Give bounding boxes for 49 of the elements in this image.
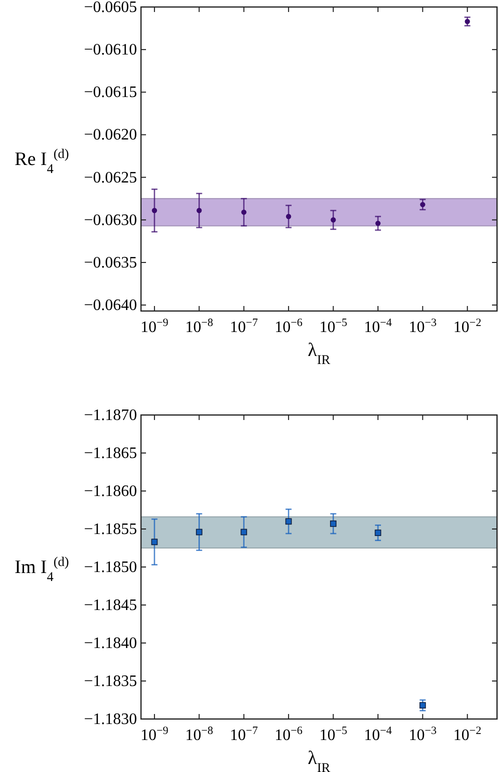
y-tick-label: −1.1860 <box>84 483 137 500</box>
y-tick-label: −0.0630 <box>84 212 137 229</box>
y-tick-label: −0.0615 <box>84 84 137 102</box>
x-tick-label: 10$^{−7}$ <box>230 317 258 336</box>
y-tick-label: −1.1870 <box>84 407 137 424</box>
point <box>420 202 426 208</box>
x-tick-label: 10$^{−4}$ <box>364 725 392 744</box>
y-tick-label: −0.0620 <box>84 126 137 144</box>
point <box>151 538 158 546</box>
y-tick-label: −1.1840 <box>84 635 137 652</box>
y-tick-label: −1.1830 <box>84 711 137 728</box>
point <box>240 528 248 536</box>
y-tick-label: −1.1835 <box>84 673 137 690</box>
y-tick-label: −0.0635 <box>84 254 137 272</box>
point <box>286 214 292 220</box>
y-tick-label: −0.0625 <box>84 169 137 186</box>
y-tick-label: −0.0640 <box>84 297 137 314</box>
point <box>241 210 246 215</box>
x-tick-label: 10$^{−2}$ <box>453 725 482 744</box>
point <box>152 208 158 214</box>
x-axis-title: λ$_{IR}$ <box>308 340 330 366</box>
point <box>285 518 292 525</box>
point <box>419 702 426 709</box>
x-tick-label: 10$^{−5}$ <box>319 725 348 744</box>
y-tick-label: −0.0605 <box>84 0 137 16</box>
point <box>196 208 202 214</box>
x-tick-label: 10$^{−9}$ <box>140 725 169 744</box>
x-tick-label: 10$^{−8}$ <box>185 317 214 336</box>
point <box>330 520 336 527</box>
x-tick-label: 10$^{−4}$ <box>364 317 392 336</box>
x-tick-label: 10$^{−8}$ <box>185 725 214 744</box>
y-tick-label: −1.1855 <box>84 521 137 538</box>
y-tick-label: −1.1865 <box>84 445 137 462</box>
point <box>330 217 336 222</box>
y-tick-label: −1.1845 <box>84 597 137 614</box>
x-tick-label: 10$^{−7}$ <box>230 725 258 744</box>
x-tick-label: 10$^{−6}$ <box>274 317 303 336</box>
x-tick-label: 10$^{−6}$ <box>274 725 303 744</box>
x-tick-label: 10$^{−3}$ <box>408 725 438 744</box>
x-tick-label: 10$^{−2}$ <box>453 317 482 336</box>
point <box>196 528 202 536</box>
point <box>375 220 381 226</box>
x-tick-label: 10$^{−9}$ <box>140 317 169 336</box>
point <box>374 530 382 536</box>
x-tick-label: 10$^{−5}$ <box>319 317 348 336</box>
x-axis-title: λ$_{IR}$ <box>308 748 330 772</box>
x-tick-label: 10$^{−3}$ <box>408 317 438 336</box>
y-tick-label: −1.1850 <box>84 559 137 576</box>
y-tick-label: −0.0610 <box>84 42 137 59</box>
